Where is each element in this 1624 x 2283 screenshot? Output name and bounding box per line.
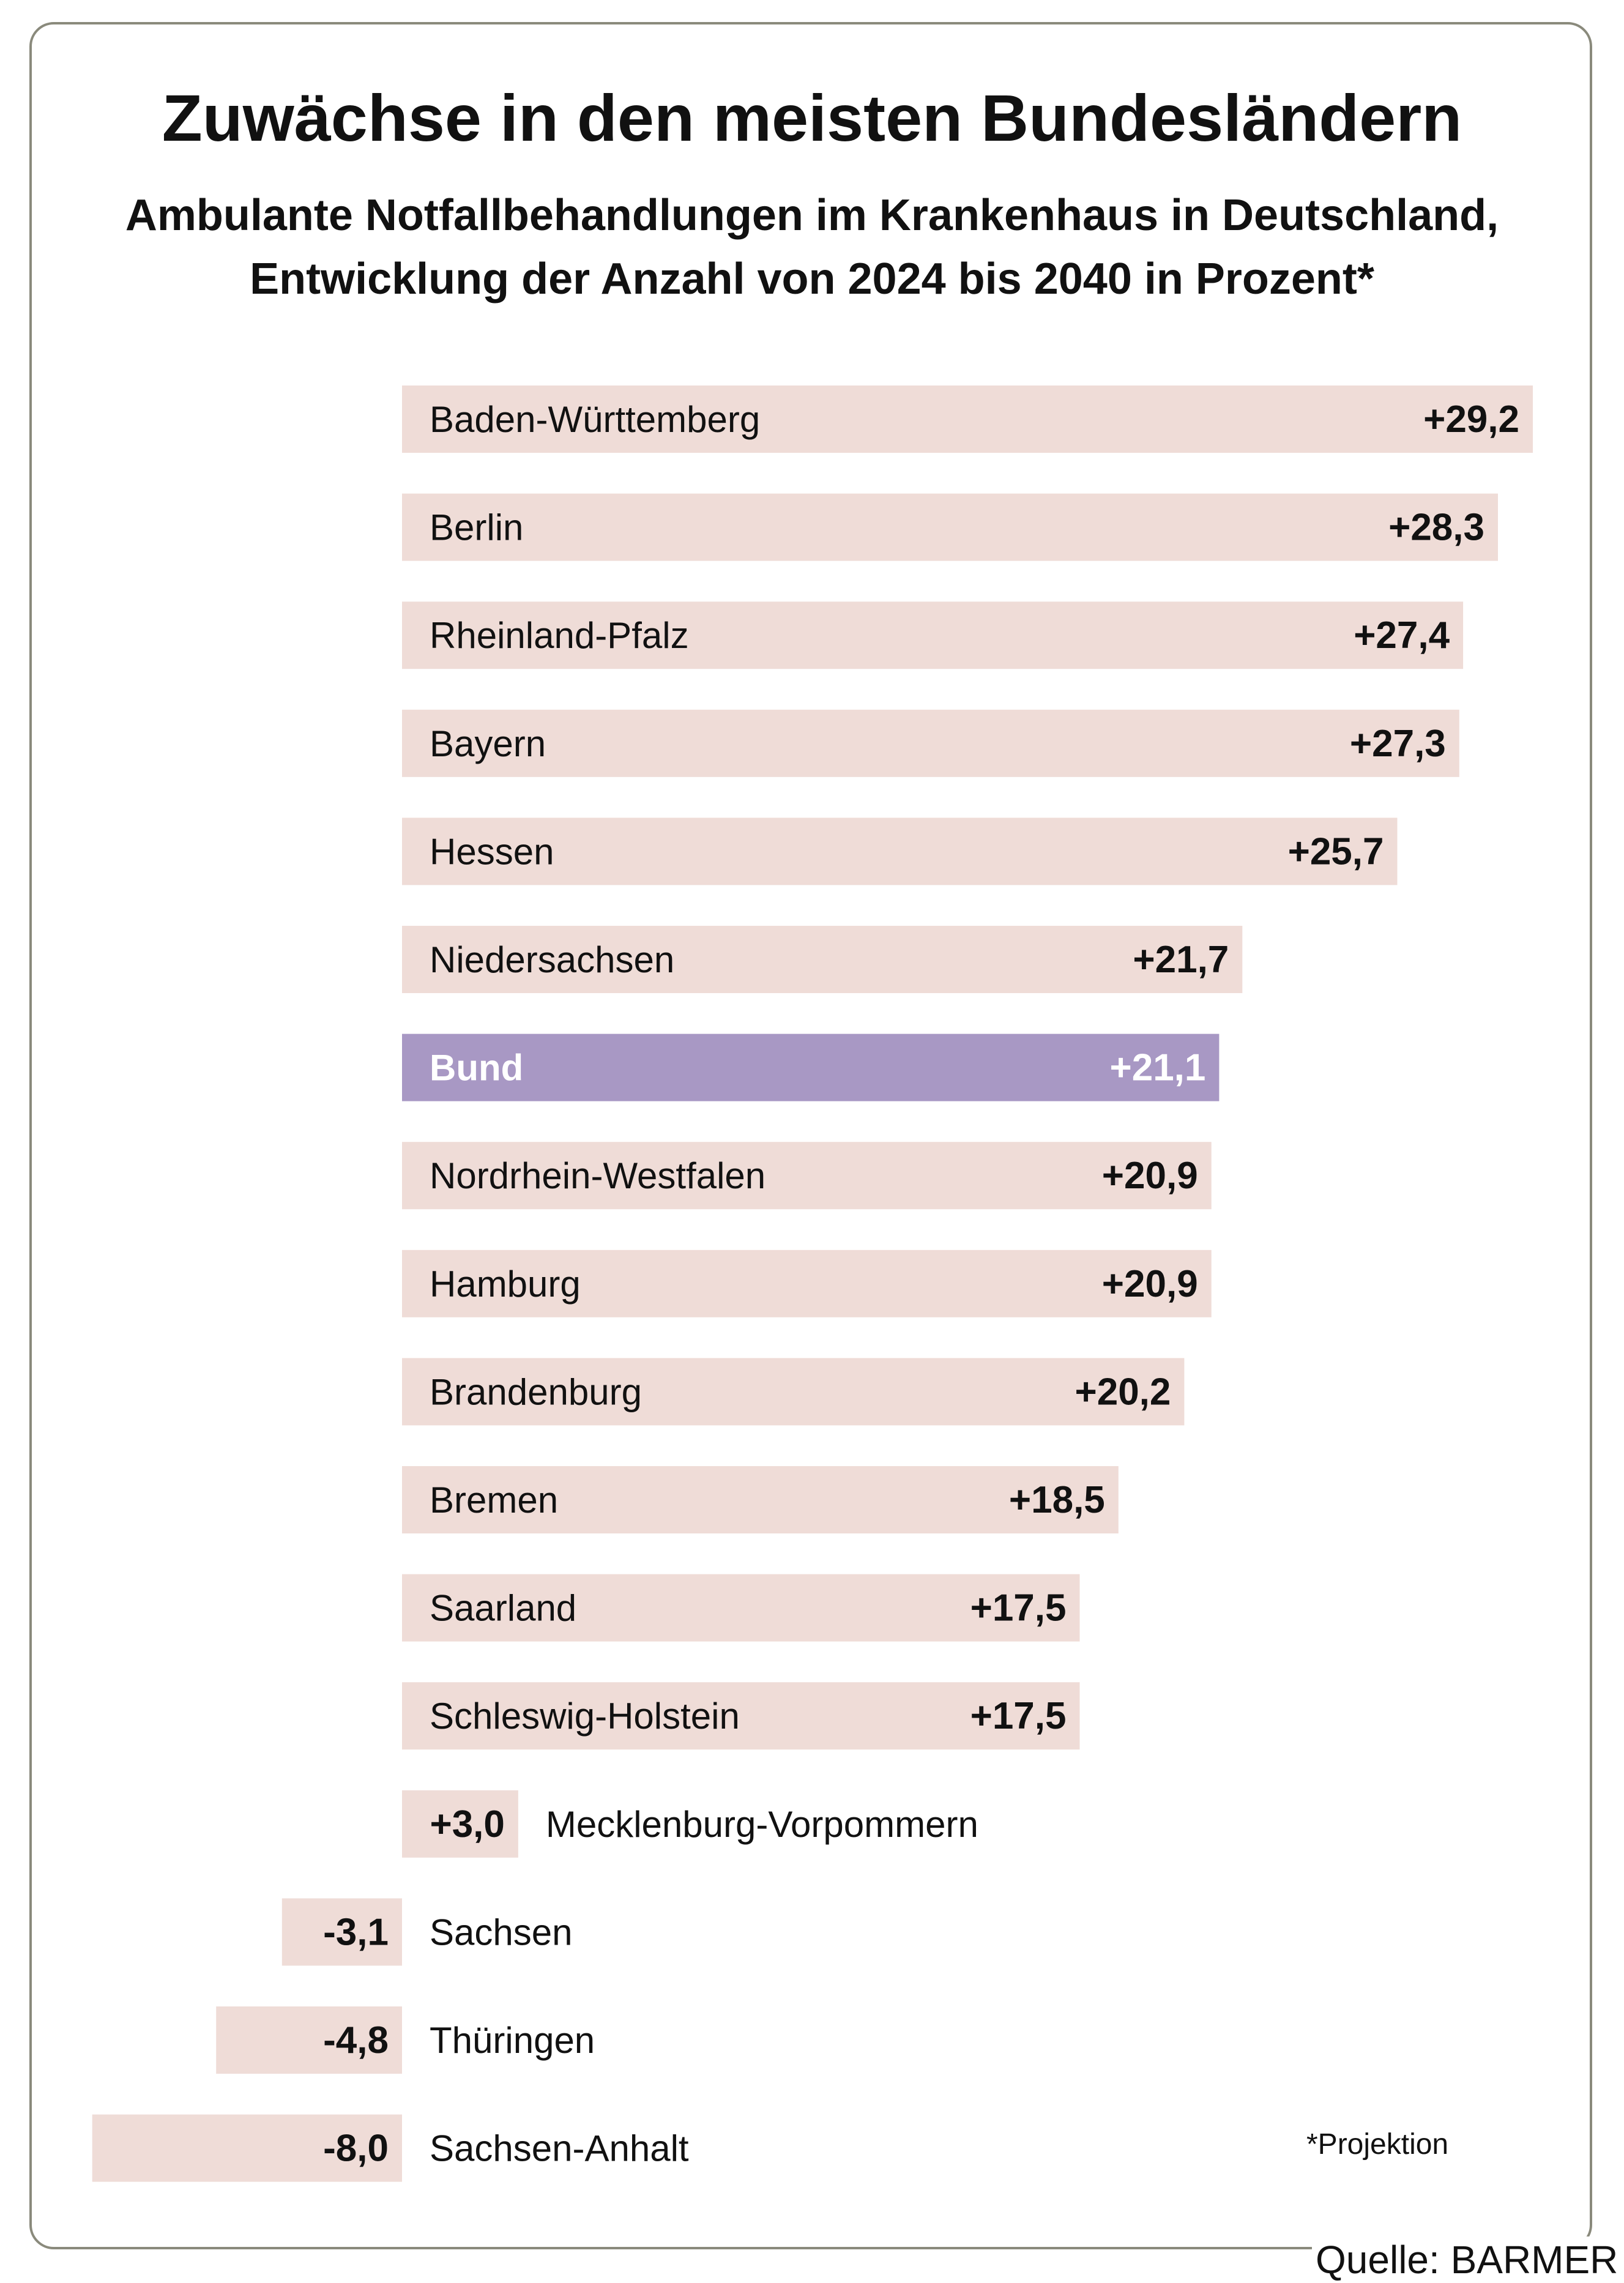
source-note: Quelle: BARMER — [1312, 2236, 1622, 2283]
category-label-hamburg: Hamburg — [430, 1264, 581, 1305]
value-label-saarland: +17,5 — [970, 1587, 1067, 1629]
footnote: *Projektion — [1306, 2128, 1449, 2161]
category-label-bremen: Bremen — [430, 1480, 558, 1521]
bar-saarland — [402, 1574, 1080, 1642]
value-label-bremen: +18,5 — [1009, 1479, 1105, 1521]
value-label-hamburg: +20,9 — [1102, 1263, 1198, 1305]
chart-title: Zuwächse in den meisten Bundesländern — [162, 81, 1462, 155]
bar-hessen — [402, 817, 1398, 885]
category-label-nordrhein-westfalen: Nordrhein-Westfalen — [430, 1155, 765, 1196]
bar-schleswig-holstein — [402, 1682, 1080, 1750]
value-label-thueringen: -4,8 — [323, 2019, 389, 2061]
bar-berlin — [402, 493, 1498, 561]
value-label-nordrhein-westfalen: +20,9 — [1102, 1155, 1198, 1197]
category-label-rheinland-pfalz: Rheinland-Pfalz — [430, 615, 689, 656]
category-label-bayern: Bayern — [430, 723, 546, 764]
value-label-niedersachsen: +21,7 — [1133, 939, 1229, 981]
bar-brandenburg — [402, 1358, 1185, 1426]
bar-sachsen-anhalt — [92, 2114, 402, 2182]
value-label-bund: +21,1 — [1110, 1047, 1206, 1089]
category-label-saarland: Saarland — [430, 1588, 576, 1629]
bar-nordrhein-westfalen — [402, 1142, 1212, 1210]
value-label-schleswig-holstein: +17,5 — [970, 1695, 1067, 1737]
category-label-sachsen-anhalt: Sachsen-Anhalt — [430, 2128, 689, 2169]
bar-hamburg — [402, 1250, 1212, 1317]
category-label-baden-wuerttemberg: Baden-Württemberg — [430, 399, 760, 440]
category-label-hessen: Hessen — [430, 831, 554, 872]
value-label-hessen: +25,7 — [1288, 830, 1384, 873]
bar-thueringen — [216, 2006, 402, 2074]
category-label-niedersachsen: Niedersachsen — [430, 939, 674, 980]
category-label-thueringen: Thüringen — [430, 2020, 595, 2061]
chart-subtitle: Ambulante Notfallbehandlungen im Kranken… — [0, 184, 1624, 311]
subtitle-line-2: Entwicklung der Anzahl von 2024 bis 2040… — [250, 255, 1374, 304]
category-label-bund: Bund — [430, 1048, 523, 1089]
value-label-sachsen: -3,1 — [323, 1911, 389, 1953]
bar-baden-wuerttemberg — [402, 385, 1533, 453]
category-label-brandenburg: Brandenburg — [430, 1371, 642, 1412]
category-label-schleswig-holstein: Schleswig-Holstein — [430, 1696, 740, 1737]
category-label-mecklenburg-vorpommern: Mecklenburg-Vorpommern — [546, 1804, 978, 1845]
value-label-bayern: +27,3 — [1350, 723, 1446, 765]
category-label-berlin: Berlin — [430, 507, 523, 548]
bar-bayern — [402, 709, 1459, 777]
value-label-mecklenburg-vorpommern: +3,0 — [430, 1803, 504, 1845]
bar-bremen — [402, 1466, 1119, 1533]
value-label-berlin: +28,3 — [1388, 507, 1484, 549]
value-label-brandenburg: +20,2 — [1075, 1371, 1171, 1413]
value-label-sachsen-anhalt: -8,0 — [323, 2128, 389, 2170]
value-label-baden-wuerttemberg: +29,2 — [1423, 398, 1519, 441]
bar-rheinland-pfalz — [402, 601, 1464, 669]
bar-sachsen — [281, 1898, 402, 1966]
category-label-sachsen: Sachsen — [430, 1912, 573, 1953]
bar-bund — [402, 1033, 1220, 1101]
subtitle-line-1: Ambulante Notfallbehandlungen im Kranken… — [125, 191, 1499, 240]
bar-mecklenburg-vorpommern — [402, 1790, 518, 1858]
value-label-rheinland-pfalz: +27,4 — [1354, 614, 1450, 657]
bar-niedersachsen — [402, 926, 1243, 993]
